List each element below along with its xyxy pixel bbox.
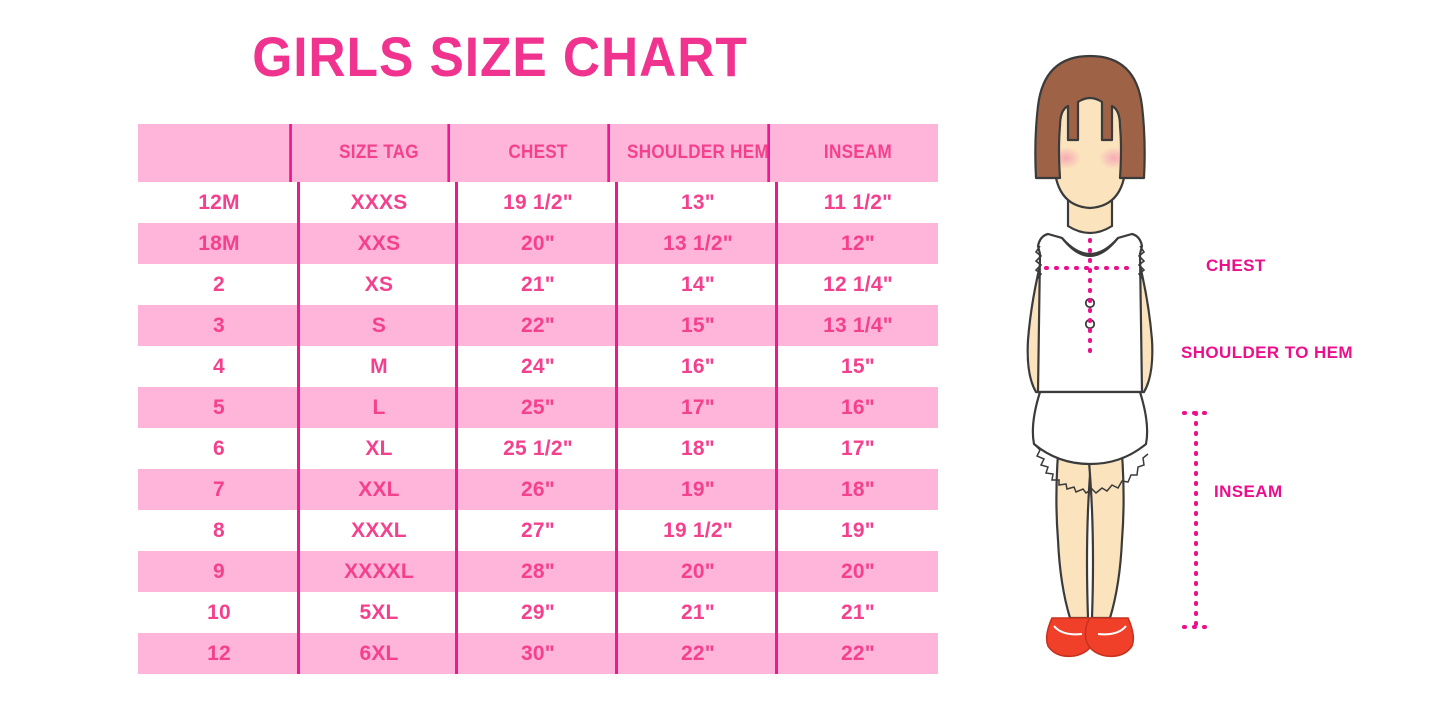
- cell-shoulder-hem: 20": [618, 551, 778, 592]
- cell-inseam: 18": [841, 477, 875, 501]
- cell-size: 7: [138, 469, 300, 510]
- table-header-row: SIZE TAG CHEST SHOULDER HEM INSEAM: [138, 124, 938, 182]
- cell-size: 6: [138, 428, 300, 469]
- cell-inseam: 20": [841, 559, 875, 583]
- cell-inseam: 16": [841, 395, 875, 419]
- cell-size-tag: XXXS: [300, 182, 458, 223]
- cell-inseam: 13 1/4": [823, 313, 893, 337]
- size-chart-table-container: SIZE TAG CHEST SHOULDER HEM INSEAM 12M XX…: [138, 124, 938, 676]
- table-row: 6 XL 25 1/2" 18" 17": [138, 428, 938, 469]
- table-row: 7 XXL 26" 19" 18": [138, 469, 938, 510]
- cell-size: 3: [138, 305, 300, 346]
- cell-size: 12: [138, 633, 300, 674]
- table-row: 2 XS 21" 14" 12 1/4": [138, 264, 938, 305]
- cell-shoulder-hem: 13": [618, 182, 778, 223]
- cell-chest: 27": [458, 510, 618, 551]
- cell-chest: 26": [458, 469, 618, 510]
- figure-body-group: [1026, 54, 1154, 658]
- cell-size-tag: M: [300, 346, 458, 387]
- cell-chest: 21": [458, 264, 618, 305]
- cell-shoulder-hem: 21": [618, 592, 778, 633]
- table-row: 3 S 22" 15" 13 1/4": [138, 305, 938, 346]
- column-header-shoulder-hem: SHOULDER HEM: [626, 124, 770, 182]
- cell-size: 5: [138, 387, 300, 428]
- table-row: 10 5XL 29" 21" 21": [138, 592, 938, 633]
- table-body: 12M XXXS 19 1/2" 13" 11 1/2" 18M XXS 20" 13 1/2"…: [138, 182, 938, 674]
- hair-icon: [1034, 54, 1146, 180]
- cell-chest: 22": [458, 305, 618, 346]
- cell-shoulder-hem: 19 1/2": [618, 510, 778, 551]
- cell-size-tag: XS: [300, 264, 458, 305]
- cell-size-tag: 5XL: [300, 592, 458, 633]
- column-header-inseam: INSEAM: [823, 142, 893, 163]
- cell-shoulder-hem: 13 1/2": [618, 223, 778, 264]
- cell-inseam: 12 1/4": [823, 272, 893, 296]
- cell-chest: 19 1/2": [458, 182, 618, 223]
- label-shoulder-to-hem: SHOULDER TO HEM: [1181, 343, 1353, 362]
- skirt-garment: [1031, 390, 1149, 466]
- cell-chest: 30": [458, 633, 618, 674]
- cell-size-tag: XXXXL: [300, 551, 458, 592]
- measurement-guides: [1044, 238, 1138, 356]
- table-header: SIZE TAG CHEST SHOULDER HEM INSEAM: [138, 124, 938, 182]
- cell-size-tag: XL: [300, 428, 458, 469]
- table-row: 12 6XL 30" 22" 22": [138, 633, 938, 674]
- cell-size: 10: [138, 592, 300, 633]
- table-row: 18M XXS 20" 13 1/2" 12": [138, 223, 938, 264]
- size-chart-table: SIZE TAG CHEST SHOULDER HEM INSEAM 12M XX…: [138, 124, 938, 674]
- cell-inseam: 11 1/2": [823, 190, 893, 214]
- cell-size: 9: [138, 551, 300, 592]
- page-title: GIRLS SIZE CHART: [252, 25, 748, 88]
- cell-chest: 28": [458, 551, 618, 592]
- cell-size: 18M: [138, 223, 300, 264]
- cell-shoulder-hem: 16": [618, 346, 778, 387]
- cell-shoulder-hem: 15": [618, 305, 778, 346]
- cell-inseam: 17": [841, 436, 875, 460]
- cell-shoulder-hem: 19": [618, 469, 778, 510]
- cell-size-tag: S: [300, 305, 458, 346]
- cell-inseam: 15": [841, 354, 875, 378]
- column-header-chest: CHEST: [466, 124, 610, 182]
- table-row: 4 M 24" 16" 15": [138, 346, 938, 387]
- cell-inseam: 22": [841, 641, 875, 665]
- cell-inseam: 12": [841, 231, 875, 255]
- cell-shoulder-hem: 14": [618, 264, 778, 305]
- table-row: 8 XXXL 27" 19 1/2" 19": [138, 510, 938, 551]
- cell-chest: 24": [458, 346, 618, 387]
- cell-size: 2: [138, 264, 300, 305]
- girl-figure-illustration: [990, 40, 1220, 680]
- label-chest: CHEST: [1206, 256, 1266, 275]
- cell-inseam: 21": [841, 600, 875, 624]
- cell-shoulder-hem: 17": [618, 387, 778, 428]
- inseam-measure-bracket: [1182, 411, 1212, 629]
- cell-size: 12M: [138, 182, 300, 223]
- cell-size-tag: XXL: [300, 469, 458, 510]
- cell-chest: 29": [458, 592, 618, 633]
- cell-size-tag: XXXL: [300, 510, 458, 551]
- cell-chest: 25 1/2": [458, 428, 618, 469]
- cell-size-tag: L: [300, 387, 458, 428]
- cell-shoulder-hem: 22": [618, 633, 778, 674]
- shoe-right-icon: [1084, 617, 1135, 658]
- cell-shoulder-hem: 18": [618, 428, 778, 469]
- table-row: 5 L 25" 17" 16": [138, 387, 938, 428]
- table-row: 9 XXXXL 28" 20" 20": [138, 551, 938, 592]
- cell-size: 8: [138, 510, 300, 551]
- column-header-size: [146, 124, 292, 182]
- cell-size: 4: [138, 346, 300, 387]
- table-row: 12M XXXS 19 1/2" 13" 11 1/2": [138, 182, 938, 223]
- cell-inseam: 19": [841, 518, 875, 542]
- cell-size-tag: XXS: [300, 223, 458, 264]
- cell-chest: 20": [458, 223, 618, 264]
- cell-size-tag: 6XL: [300, 633, 458, 674]
- cell-chest: 25": [458, 387, 618, 428]
- column-header-size-tag: SIZE TAG: [308, 124, 450, 182]
- label-inseam: INSEAM: [1214, 482, 1283, 501]
